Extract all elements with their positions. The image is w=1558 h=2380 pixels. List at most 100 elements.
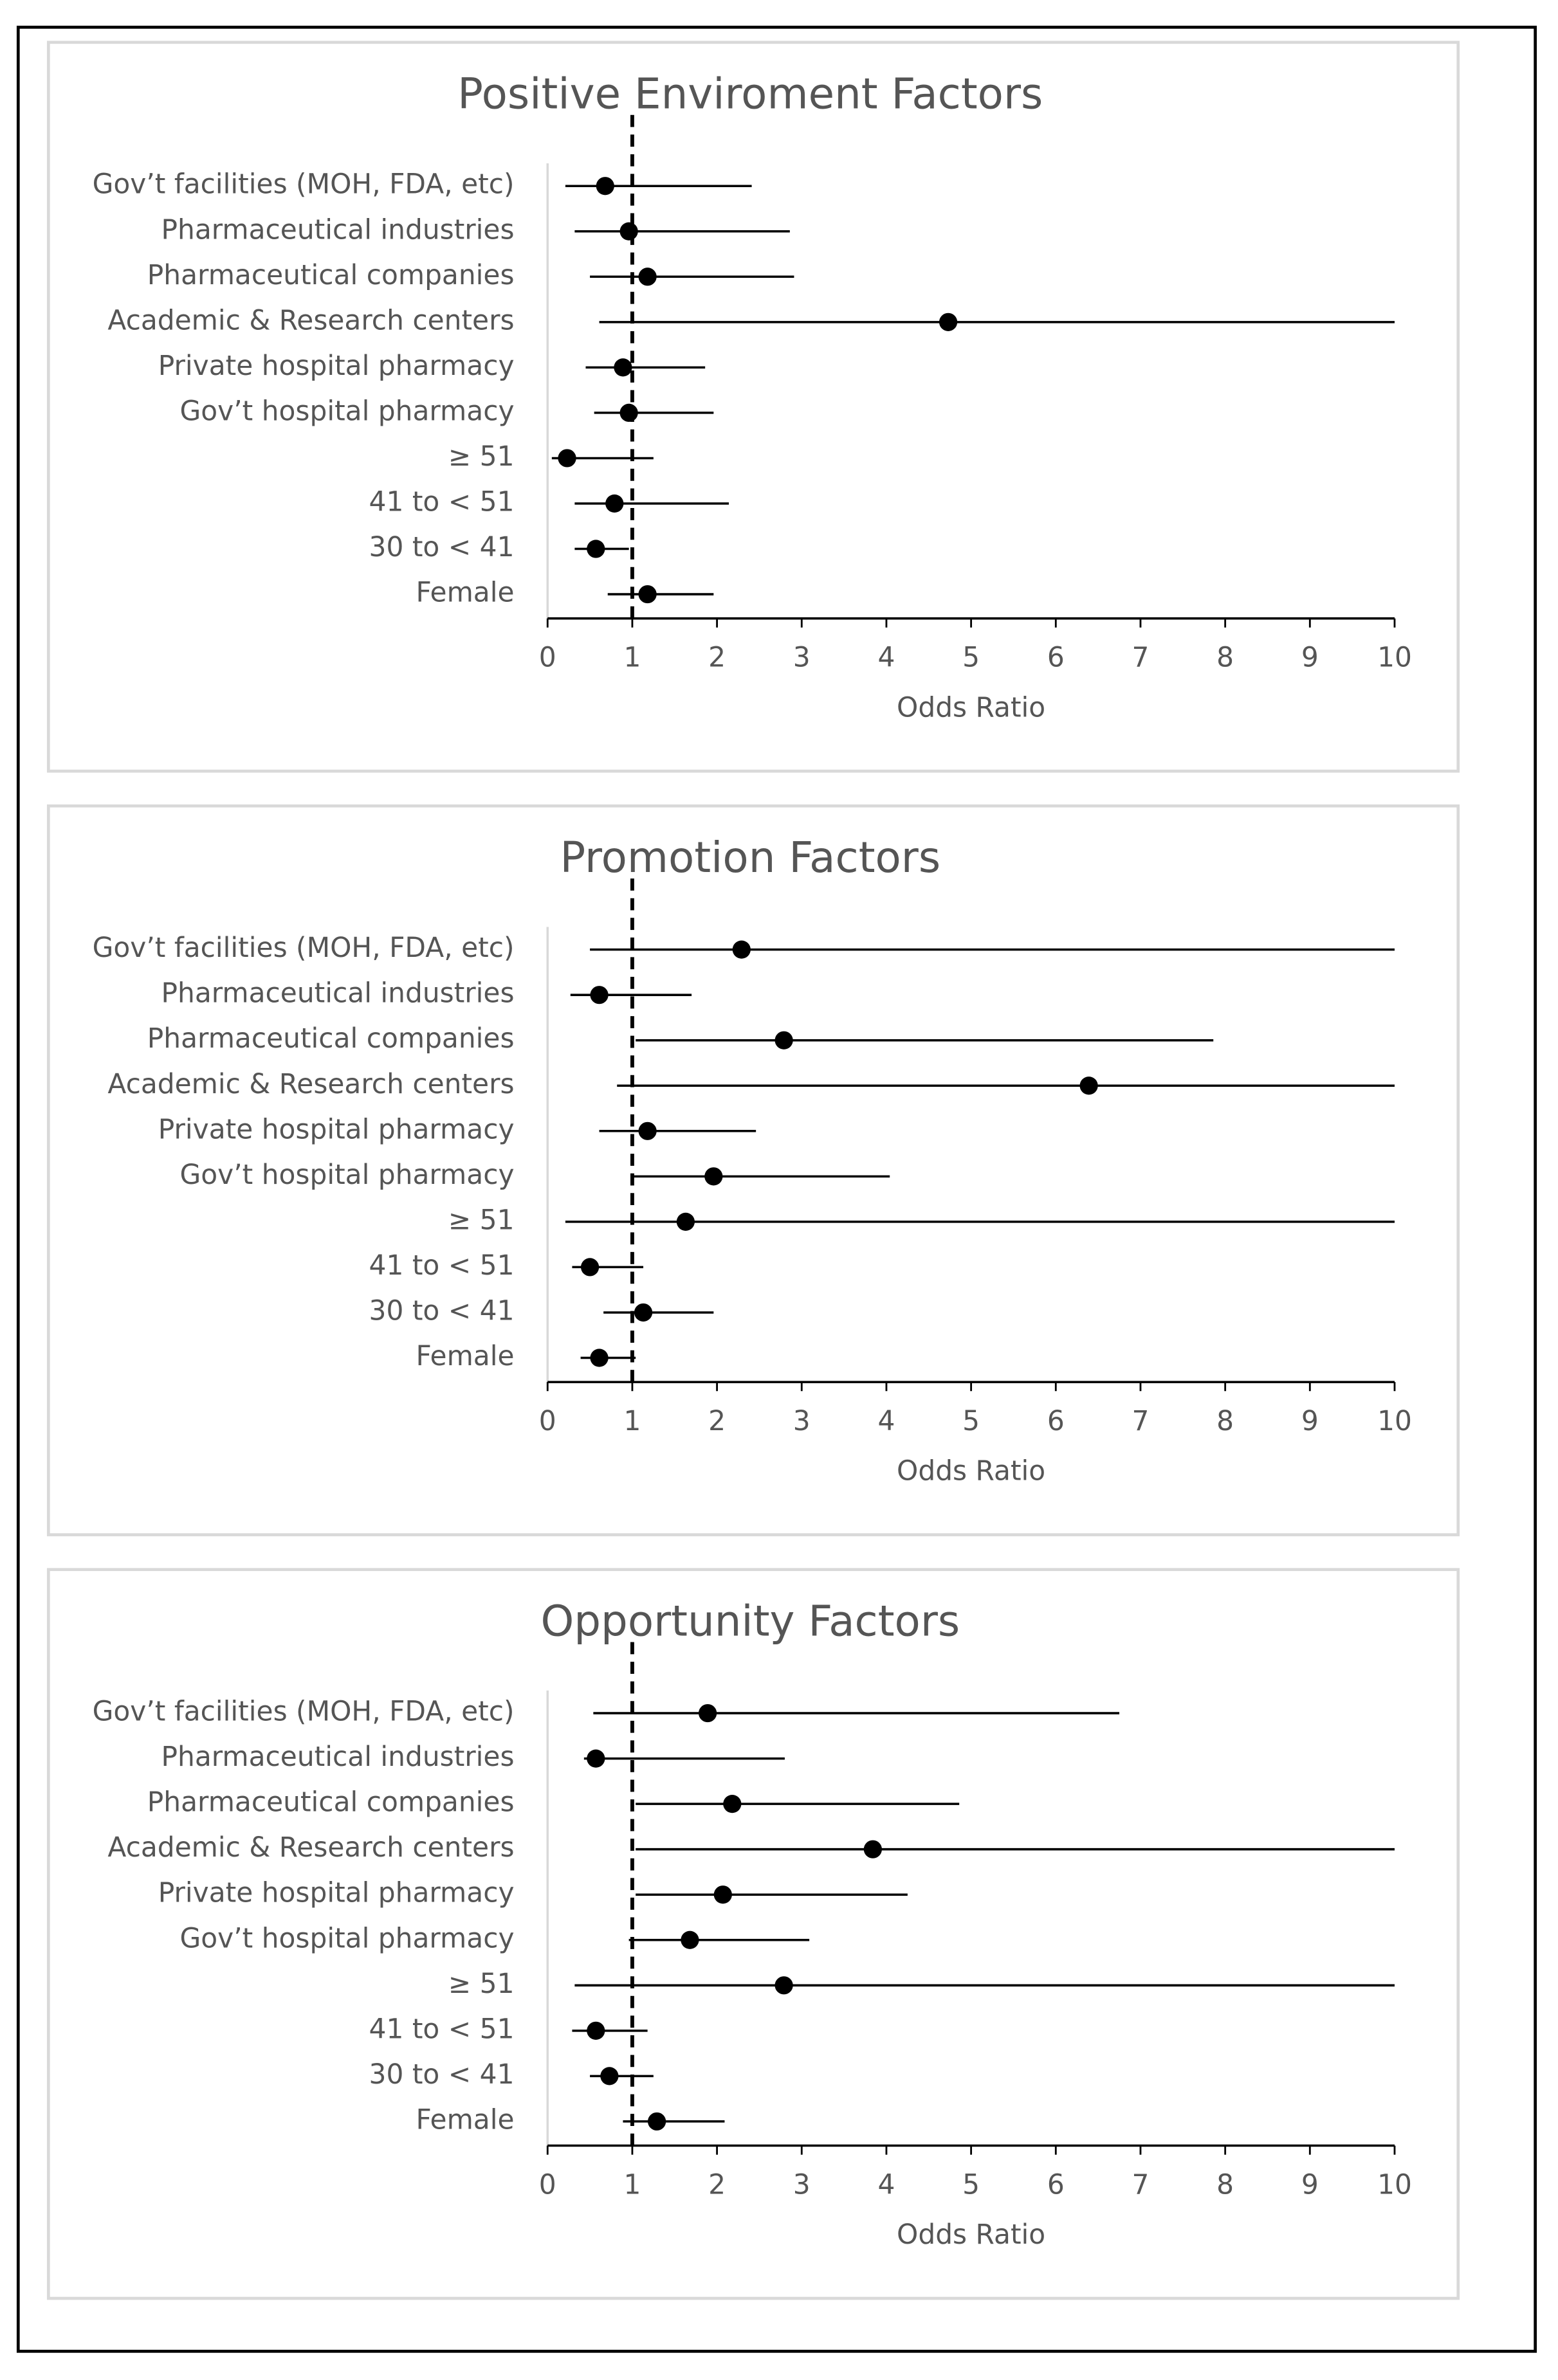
y-tick-label: Academic & Research centers [107,304,514,336]
y-tick-label: Academic & Research centers [107,1068,514,1100]
panel-frame [46,804,1460,1536]
y-tick-label: Gov’t hospital pharmacy [180,395,515,426]
x-tick-label: 7 [1132,2169,1150,2201]
odds-ratio-point [638,1122,657,1140]
x-tick-label: 3 [793,1405,811,1437]
odds-ratio-point [587,2021,605,2040]
x-tick-label: 8 [1216,642,1234,673]
x-tick-label: 0 [539,2169,556,2201]
y-tick-label: Private hospital pharmacy [158,1877,515,1909]
odds-ratio-point [590,986,609,1004]
x-tick-label: 3 [793,642,811,673]
x-tick-label: 6 [1047,642,1065,673]
x-tick-label: 9 [1301,1405,1319,1437]
x-tick-label: 4 [877,642,895,673]
x-tick-label: 6 [1047,2169,1065,2201]
odds-ratio-point [704,1167,723,1186]
y-tick-label: Pharmaceutical companies [147,1022,515,1054]
x-tick-label: 4 [877,1405,895,1437]
panel-frame [46,41,1460,773]
x-tick-label: 7 [1132,1405,1150,1437]
x-tick-label: 7 [1132,642,1150,673]
odds-ratio-point [580,1258,600,1276]
odds-ratio-point [681,1930,699,1949]
x-tick-label: 10 [1377,1405,1412,1437]
y-tick-label: 41 to < 51 [369,486,515,517]
y-tick-label: Pharmaceutical industries [161,1741,514,1772]
odds-ratio-point [596,177,614,195]
x-tick-label: 9 [1301,642,1319,673]
x-tick-label: 5 [962,642,980,673]
outer-frame [16,25,1537,2353]
y-tick-label: ≥ 51 [448,1204,515,1235]
x-tick-label: 10 [1377,2169,1412,2201]
y-tick-label: Gov’t facilities (MOH, FDA, etc) [93,1696,515,1727]
odds-ratio-point [723,1795,742,1813]
x-tick-label: 6 [1047,1405,1065,1437]
chart-title: Promotion Factors [560,833,940,882]
odds-ratio-point [638,585,657,604]
odds-ratio-point [1079,1076,1098,1095]
y-tick-label: ≥ 51 [448,441,515,472]
x-axis-title: Odds Ratio [897,1455,1045,1487]
odds-ratio-point [587,1749,605,1768]
y-tick-label: 41 to < 51 [369,1249,515,1281]
y-tick-label: Private hospital pharmacy [158,350,515,381]
odds-ratio-point [614,358,632,377]
x-tick-label: 10 [1377,642,1412,673]
odds-ratio-point [863,1840,882,1858]
odds-ratio-point [676,1212,695,1231]
x-tick-label: 1 [623,2169,641,2201]
odds-ratio-point [600,2067,619,2085]
y-tick-label: Pharmaceutical industries [161,213,514,245]
odds-ratio-point [732,940,751,959]
x-tick-label: 9 [1301,2169,1319,2201]
y-tick-label: 30 to < 41 [369,2058,515,2090]
y-tick-label: Gov’t hospital pharmacy [180,1922,515,1954]
x-tick-label: 2 [708,642,726,673]
x-axis-title: Odds Ratio [897,2219,1045,2250]
x-tick-label: 0 [539,642,556,673]
odds-ratio-point [699,1703,717,1723]
y-tick-label: 30 to < 41 [369,1294,515,1326]
x-tick-label: 4 [877,2169,895,2201]
y-tick-label: Academic & Research centers [107,1831,514,1863]
odds-ratio-point [939,313,958,331]
x-axis-title: Odds Ratio [897,691,1045,723]
x-tick-label: 8 [1216,2169,1234,2201]
odds-ratio-point [558,449,576,468]
odds-ratio-point [619,222,638,241]
x-tick-label: 2 [708,2169,726,2201]
odds-ratio-point [647,2112,666,2131]
y-tick-label: Gov’t facilities (MOH, FDA, etc) [93,168,515,200]
odds-ratio-point [634,1303,653,1322]
odds-ratio-point [638,268,657,286]
x-tick-label: 0 [539,1405,556,1437]
x-tick-label: 5 [962,2169,980,2201]
x-tick-label: 5 [962,1405,980,1437]
y-tick-label: Pharmaceutical companies [147,1786,515,1818]
odds-ratio-point [774,1031,793,1049]
x-tick-label: 2 [708,1405,726,1437]
y-tick-label: Female [416,577,515,608]
odds-ratio-point [713,1885,732,1904]
y-tick-label: Gov’t facilities (MOH, FDA, etc) [93,932,515,963]
x-tick-label: 8 [1216,1405,1234,1437]
y-tick-label: Pharmaceutical companies [147,259,515,291]
chart-title: Opportunity Factors [540,1596,960,1646]
y-tick-label: Private hospital pharmacy [158,1113,515,1145]
x-tick-label: 3 [793,2169,811,2201]
panel-frame [46,1568,1460,2300]
y-tick-label: Female [416,2103,515,2135]
odds-ratio-point [605,494,624,513]
odds-ratio-point [587,540,605,558]
odds-ratio-point [774,1976,793,1995]
y-tick-label: Gov’t hospital pharmacy [180,1159,515,1190]
odds-ratio-point [619,403,638,422]
y-tick-label: Female [416,1340,515,1372]
y-tick-label: 30 to < 41 [369,531,515,563]
x-tick-label: 1 [623,642,641,673]
y-tick-label: ≥ 51 [448,1968,515,1999]
x-tick-label: 1 [623,1405,641,1437]
